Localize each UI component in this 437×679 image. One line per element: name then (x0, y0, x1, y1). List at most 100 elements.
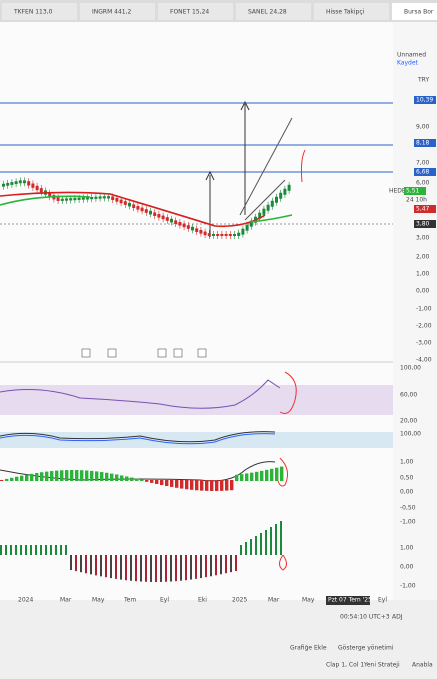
candle (241, 228, 245, 235)
candle (283, 188, 287, 195)
candle (115, 198, 119, 202)
manage-button[interactable]: Gösterge yönetimi (338, 645, 394, 652)
tab-label: Hisse Takipçi (326, 9, 365, 16)
macd-bar (230, 480, 234, 491)
momentum-bar (140, 555, 142, 582)
strategy-button[interactable]: Yeni Strateji (363, 662, 400, 669)
candle (94, 196, 98, 199)
add-button[interactable]: Grafiğe Ekle (290, 645, 327, 652)
macd-bar (10, 477, 14, 481)
macd-bar (80, 470, 84, 481)
indicator-label: 0,00 (400, 489, 414, 496)
macd-bar (115, 474, 119, 481)
candle (86, 197, 89, 200)
save-button[interactable]: Kaydet (397, 60, 419, 67)
event-marker[interactable] (157, 348, 167, 358)
trend-line (239, 117, 293, 216)
tab[interactable] (314, 3, 389, 20)
momentum-bar (175, 555, 177, 582)
momentum-bar (280, 521, 282, 555)
momentum-bar (235, 555, 237, 572)
event-marker[interactable] (107, 348, 117, 358)
macd-bar (195, 480, 199, 491)
price-label: 5,47 (416, 206, 430, 213)
event-marker[interactable] (197, 348, 207, 358)
macd-bar (265, 469, 269, 481)
time-label: Tem (123, 597, 136, 604)
tab-label: TKFEN 113,0 (13, 9, 53, 16)
momentum-bar (50, 545, 52, 555)
momentum-bar (210, 555, 212, 577)
tab[interactable] (236, 3, 311, 20)
tab[interactable] (158, 3, 233, 20)
time-label: 2025 (232, 597, 247, 604)
event-marker[interactable] (81, 348, 91, 358)
rsi-line (0, 379, 281, 409)
macd-bar (40, 472, 44, 481)
price-scale (393, 22, 437, 600)
momentum-bar (255, 536, 257, 555)
price-badge (414, 168, 436, 176)
macd-bar (65, 470, 69, 481)
status: Clap 1, Col 1 (326, 662, 364, 669)
momentum-bar (45, 545, 47, 555)
price-label: -3,00 (416, 340, 432, 347)
macd-bar (90, 470, 94, 481)
momentum-bar (125, 555, 127, 581)
momentum-bar (55, 545, 57, 555)
momentum-bar (90, 555, 92, 575)
price-label: 9,00 (416, 124, 430, 131)
macd-bar (175, 480, 179, 488)
tab[interactable] (392, 3, 437, 20)
candle (195, 228, 199, 232)
arrow-head (205, 170, 215, 181)
momentum-bar (240, 545, 242, 555)
price-label: 2,00 (416, 254, 430, 261)
momentum-bar (0, 545, 2, 555)
macd-bar (255, 471, 259, 481)
macd-bar (190, 480, 194, 490)
trend-line (244, 179, 286, 221)
tab[interactable] (2, 3, 77, 20)
candle (212, 234, 215, 236)
adj-toggle[interactable]: ADJ (392, 614, 403, 621)
candle (199, 229, 203, 234)
arrow-head (240, 100, 250, 111)
pen-mark (300, 149, 306, 183)
macd-bar (105, 472, 109, 481)
momentum-bar (185, 555, 187, 581)
macd-bar (45, 471, 49, 481)
pen-mark (279, 554, 287, 571)
macd-bar (275, 467, 279, 481)
macd-bar (110, 473, 114, 481)
event-marker[interactable] (173, 348, 183, 358)
price-label: 1,00 (416, 271, 430, 278)
tab[interactable] (80, 3, 155, 20)
price-label: -4,00 (416, 357, 432, 364)
price-label: 8,18 (416, 140, 430, 147)
macd-bar (50, 471, 54, 481)
candle (98, 196, 102, 199)
macd-bar (270, 468, 274, 481)
indicator-label: 60,00 (400, 392, 417, 399)
macd-bar (225, 480, 229, 491)
momentum-bar (150, 555, 152, 582)
indicator-label: 0,50 (400, 475, 414, 482)
candle (153, 212, 157, 217)
macd-bar (260, 470, 264, 481)
momentum-bar (155, 555, 157, 582)
momentum-bar (75, 555, 77, 572)
candle (224, 234, 228, 236)
candle (157, 214, 161, 218)
momentum-bar (105, 555, 107, 578)
momentum-bar (10, 545, 12, 555)
candle (132, 204, 136, 209)
macd-bar (95, 471, 99, 481)
rsi-band (0, 385, 393, 415)
macd-bar (140, 479, 144, 481)
price-badge (414, 96, 436, 104)
price-label: 6,68 (416, 169, 430, 176)
macd-bar (170, 480, 174, 487)
momentum-bar (195, 555, 197, 579)
macd-bar (125, 476, 129, 481)
